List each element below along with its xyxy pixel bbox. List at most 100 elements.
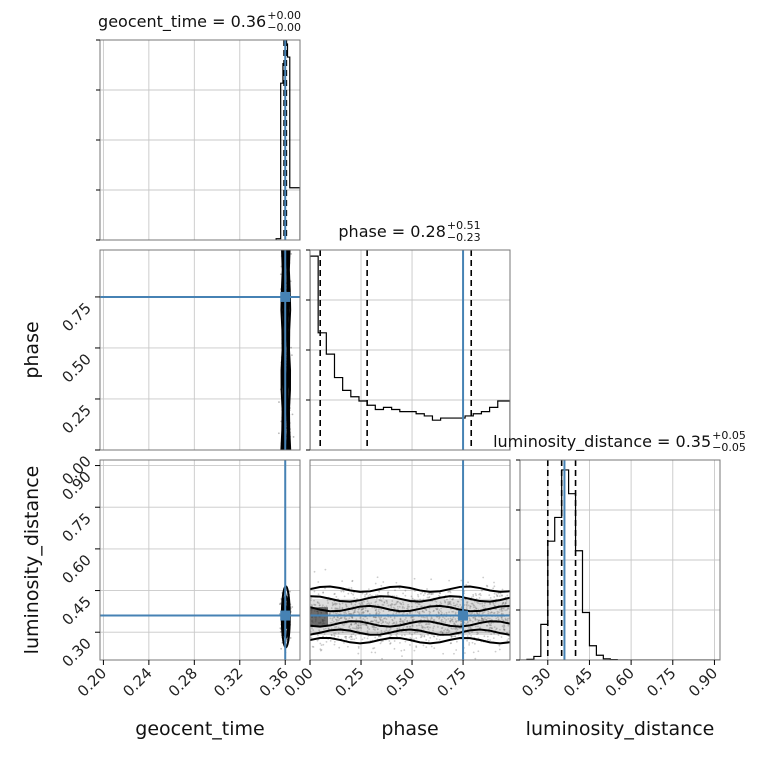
scatter-point <box>423 634 426 637</box>
scatter-point <box>335 607 338 610</box>
scatter-point <box>352 633 355 635</box>
truth-marker <box>280 291 291 302</box>
scatter-point <box>477 602 480 605</box>
scatter-point <box>403 611 405 614</box>
scatter-point <box>322 591 324 594</box>
scatter-point <box>448 611 450 614</box>
scatter-point <box>444 600 447 603</box>
scatter-point <box>506 619 509 622</box>
scatter-point <box>350 587 353 589</box>
scatter-point <box>404 618 406 621</box>
line-layer <box>100 40 720 660</box>
scatter-point <box>388 629 391 632</box>
scatter-point <box>428 623 431 625</box>
scatter-point <box>358 607 361 610</box>
scatter-point <box>360 627 363 629</box>
scatter-point <box>468 643 471 646</box>
scatter-point <box>441 632 444 635</box>
scatter-point <box>453 652 455 655</box>
scatter-point <box>496 610 499 613</box>
scatter-point <box>489 626 492 629</box>
scatter-point <box>385 626 388 629</box>
scatter-point <box>411 616 414 618</box>
scatter-point <box>421 605 423 608</box>
scatter-point <box>353 611 356 614</box>
scatter-point <box>427 623 430 626</box>
scatter-point <box>397 600 399 603</box>
scatter-point <box>436 635 439 637</box>
scatter-point <box>328 612 331 615</box>
scatter-point <box>400 603 403 606</box>
scatter-point <box>370 620 373 623</box>
scatter-point <box>317 581 320 583</box>
scatter-point <box>354 603 357 606</box>
scatter-point <box>430 645 433 648</box>
scatter-point <box>378 608 380 611</box>
scatter-point <box>312 629 315 632</box>
scatter-point <box>487 617 489 620</box>
scatter-point <box>338 602 341 605</box>
scatter-point <box>381 640 384 642</box>
scatter-point <box>354 622 357 625</box>
scatter-point <box>327 628 330 630</box>
scatter-point <box>452 597 455 600</box>
scatter-point <box>447 629 449 632</box>
scatter-point <box>438 609 441 611</box>
scatter-point <box>422 594 425 597</box>
scatter-point <box>447 603 449 606</box>
contour-line <box>310 604 510 613</box>
scatter-point <box>380 599 382 602</box>
scatter-point <box>493 581 495 584</box>
scatter-point <box>498 611 500 614</box>
scatter-point <box>478 593 481 596</box>
scatter-point <box>375 620 378 623</box>
scatter-point <box>476 613 479 615</box>
scatter-point <box>376 628 379 631</box>
scatter-point <box>438 616 441 619</box>
scatter-point <box>361 601 364 604</box>
scatter-point <box>440 619 443 622</box>
scatter-point <box>361 608 364 611</box>
scatter-point <box>418 611 421 613</box>
scatter-point <box>469 626 472 629</box>
scatter-point <box>375 626 378 629</box>
scatter-point <box>466 603 469 605</box>
scatter-point <box>310 636 313 639</box>
scatter-point <box>409 644 411 646</box>
scatter-point <box>396 635 398 638</box>
scatter-point <box>490 622 492 625</box>
scatter-point <box>389 642 392 645</box>
scatter-point <box>450 635 453 638</box>
scatter-point <box>421 591 424 594</box>
scatter-point <box>474 618 477 620</box>
scatter-point <box>429 636 432 639</box>
panel-title-plus: +0.05 <box>712 429 746 442</box>
scatter-point <box>411 597 414 600</box>
scatter-point <box>333 602 336 605</box>
scatter-point <box>478 619 481 622</box>
scatter-point <box>290 346 292 349</box>
scatter-point <box>356 598 358 600</box>
x-axis-label-geocent_time: geocent_time <box>135 718 264 740</box>
scatter-point <box>291 606 294 608</box>
scatter-point <box>466 639 468 642</box>
scatter-point <box>401 634 403 637</box>
scatter-point <box>353 596 356 599</box>
scatter-point <box>471 641 474 644</box>
scatter-point <box>279 603 281 606</box>
scatter-point <box>496 594 498 597</box>
scatter-point <box>380 608 383 611</box>
truth-marker <box>280 610 291 621</box>
scatter-point <box>469 605 472 608</box>
scatter-point <box>447 591 449 593</box>
scatter-point <box>423 635 426 638</box>
scatter-point <box>334 608 337 611</box>
scatter-point <box>351 616 354 619</box>
scatter-point <box>344 622 346 625</box>
scatter-point <box>406 620 409 622</box>
scatter-point <box>361 602 363 605</box>
scatter-point <box>379 642 382 645</box>
scatter-point <box>422 644 425 647</box>
scatter-point <box>355 626 358 629</box>
scatter-point <box>442 620 444 623</box>
